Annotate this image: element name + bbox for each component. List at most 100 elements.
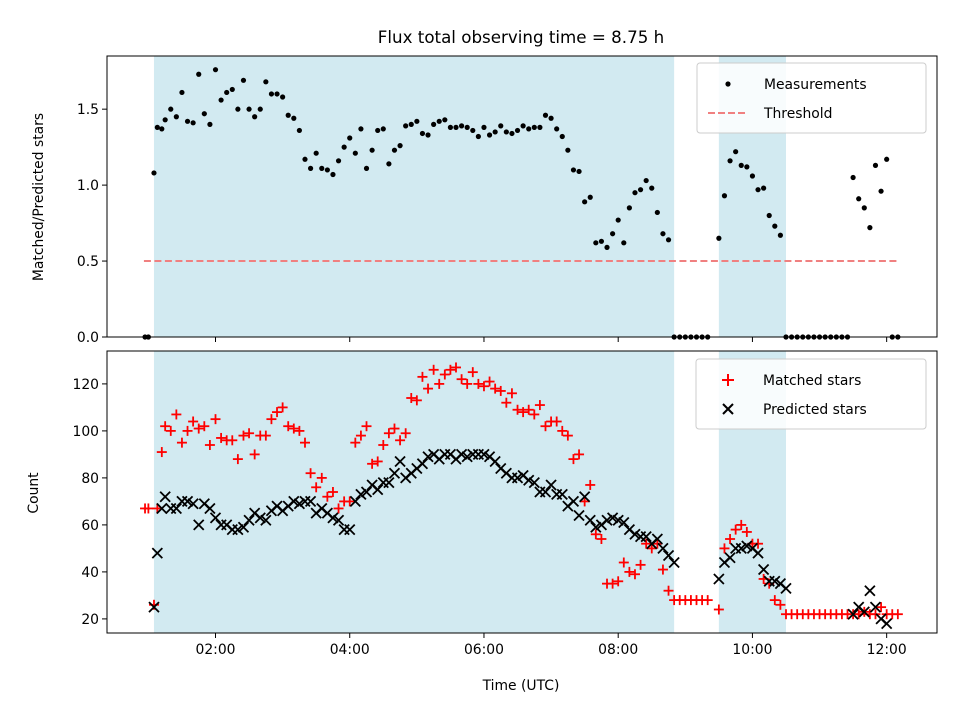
measurements-point — [159, 126, 165, 132]
measurements-point — [296, 127, 302, 134]
matched-stars-point — [277, 402, 288, 413]
matched-stars-point — [417, 371, 428, 382]
measurements-point — [352, 150, 358, 156]
measurements-point — [649, 185, 655, 191]
y-tick-label: 1.0 — [77, 178, 99, 194]
matched-stars-point — [333, 503, 344, 514]
top-panel: Flux total observing time = 8.75 h 0.00.… — [31, 27, 938, 346]
predicted-stars-point — [858, 606, 870, 618]
legend-measurements-label: Measurements — [764, 77, 867, 93]
predicted-stars-point — [640, 531, 652, 543]
predicted-stars-point — [383, 476, 395, 489]
matched-stars-point — [266, 414, 277, 425]
predicted-stars-point — [657, 542, 669, 555]
matched-stars-point — [305, 468, 316, 479]
measurements-point — [168, 106, 174, 112]
matched-stars-point — [769, 595, 780, 606]
matched-stars-point — [406, 393, 417, 403]
measurements-point — [313, 150, 319, 156]
predicted-stars-point — [461, 451, 473, 463]
x-tick-label: 10:00 — [732, 642, 772, 658]
measurements-point — [721, 193, 728, 199]
predicted-stars-point — [344, 523, 356, 536]
matched-stars-point — [596, 534, 607, 544]
predicted-stars-point — [741, 540, 753, 552]
matched-stars-point — [383, 428, 394, 439]
measurements-point — [347, 135, 353, 141]
predicted-stars-point — [713, 573, 725, 585]
predicted-stars-point — [388, 467, 401, 479]
measurements-point — [408, 121, 414, 127]
predicted-stars-point — [360, 486, 373, 498]
measurements-point — [151, 170, 157, 176]
x-tick-label: 08:00 — [598, 642, 638, 658]
measurements-point — [291, 115, 297, 121]
bottom-y-axis-label: Count — [26, 472, 42, 514]
measurements-point — [481, 124, 487, 130]
y-tick-label: 40 — [81, 565, 99, 581]
matched-stars-point — [713, 604, 724, 615]
measurements-point — [280, 94, 286, 100]
measurements-point — [453, 124, 459, 130]
predicted-stars-point — [545, 479, 557, 491]
measurements-point — [386, 161, 392, 167]
matched-stars-point — [719, 543, 730, 554]
matched-stars-point — [327, 487, 338, 497]
measurements-point — [201, 111, 207, 117]
measurements-point — [470, 127, 476, 134]
measurements-point — [503, 129, 509, 135]
measurements-point — [738, 162, 744, 168]
predicted-stars-point — [327, 512, 339, 524]
measurements-point — [475, 133, 481, 140]
measurements-point — [615, 217, 621, 223]
matched-stars-point — [350, 437, 361, 448]
legend-matched-stars-label: Matched stars — [763, 373, 861, 389]
predicted-stars-point — [232, 523, 244, 536]
predicted-stars-point — [869, 601, 882, 613]
measurements-point — [531, 124, 537, 130]
measurements-point — [727, 158, 733, 164]
predicted-stars-point — [455, 448, 468, 461]
matched-stars-point — [725, 534, 736, 544]
measurements-point — [878, 188, 884, 194]
matched-stars-point — [299, 437, 310, 448]
predicted-stars-point — [416, 458, 429, 470]
predicted-stars-point — [556, 488, 568, 500]
matched-stars-legend-marker — [722, 374, 734, 386]
matched-stars-point — [378, 440, 389, 450]
predicted-stars-point — [349, 495, 361, 508]
measurements-point — [761, 185, 767, 191]
matched-stars-point — [534, 400, 545, 411]
predicted-stars-point — [606, 512, 619, 524]
measurements-point — [587, 194, 593, 200]
matched-stars-point — [367, 458, 378, 469]
matched-stars-point — [730, 524, 741, 535]
matched-stars-point — [663, 585, 674, 596]
y-tick-label: 20 — [81, 612, 99, 628]
measurements-point — [665, 237, 672, 243]
matched-stars-point — [490, 383, 501, 394]
matched-stars-point — [590, 529, 601, 540]
matched-stars-point — [451, 362, 462, 373]
measurements-point — [341, 144, 347, 150]
top-plot-area: 0.0 0.5 1.0 1.5 — [77, 55, 938, 346]
predicted-stars-point — [293, 498, 306, 510]
matched-stars-point — [400, 428, 411, 439]
measurements-point — [184, 118, 191, 124]
predicted-stars-point — [204, 502, 216, 515]
measurements-point — [257, 106, 263, 112]
matched-stars-point — [557, 425, 568, 436]
matched-stars-point — [344, 496, 355, 507]
measurements-point — [626, 205, 632, 211]
matched-stars-point — [210, 414, 221, 425]
matched-stars-point — [204, 440, 215, 450]
measurements-point — [548, 115, 554, 121]
matched-stars-point — [249, 449, 260, 460]
predicted-stars-point — [864, 585, 876, 597]
matched-stars-point — [876, 602, 887, 613]
predicted-stars-point — [304, 495, 317, 508]
matched-stars-point — [143, 503, 154, 514]
measurements-point — [425, 132, 431, 138]
predicted-stars-point — [651, 533, 663, 545]
predicted-stars-point — [148, 601, 160, 613]
